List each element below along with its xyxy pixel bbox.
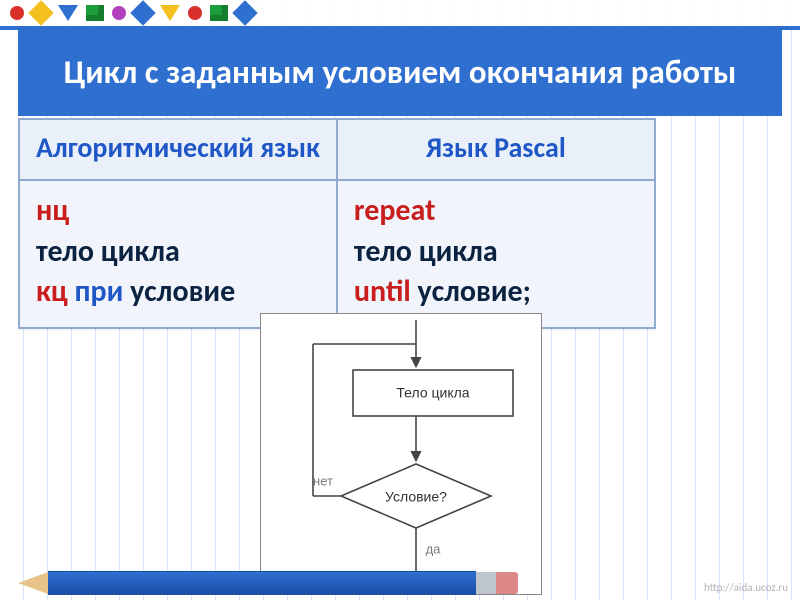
code-line: нц (36, 191, 320, 232)
table-header-left: Алгоритмический язык (19, 119, 337, 180)
table-cell-left: нц тело циклакц при условие (19, 180, 337, 328)
code-token: условие (130, 273, 235, 310)
slide-title: Цикл с заданным условием окончания работ… (18, 30, 782, 116)
decor-shape (210, 5, 228, 21)
code-token: нц (36, 192, 69, 229)
decor-shape (10, 6, 24, 20)
flow-body-label: Тело цикла (396, 385, 469, 401)
slide-title-text: Цикл с заданным условием окончания работ… (64, 52, 737, 93)
pencil-metal (476, 572, 496, 594)
table-cell-right: repeat тело циклаuntil условие; (337, 180, 655, 328)
code-token: условие; (418, 273, 531, 310)
decor-shape (58, 5, 78, 21)
flow-cond-label: Условие? (385, 489, 447, 505)
code-line: тело цикла (36, 232, 320, 273)
decor-shape (86, 5, 104, 21)
code-line: тело цикла (354, 232, 638, 273)
code-token: тело цикла (36, 233, 180, 270)
decor-shape (28, 0, 53, 25)
flowchart-panel: Тело цикла Условие? нет да (260, 313, 542, 595)
code-token: until (354, 273, 418, 310)
comparison-table: Алгоритмический язык Язык Pascal нц тело … (18, 118, 656, 329)
decor-shape (232, 0, 257, 25)
code-token: repeat (354, 192, 436, 229)
decor-shape (130, 0, 155, 25)
watermark-text: http://aida.ucoz.ru (704, 581, 788, 594)
code-token: тело цикла (354, 233, 498, 270)
pencil-body (48, 571, 476, 595)
code-line: until условие; (354, 272, 638, 313)
table-header-right: Язык Pascal (337, 119, 655, 180)
top-decor-strip (0, 0, 800, 26)
decor-shape (160, 5, 180, 21)
code-token: кц (36, 273, 74, 310)
flow-yes-label: да (426, 541, 442, 556)
pencil-decor (18, 572, 518, 594)
code-line: repeat (354, 191, 638, 232)
flowchart-svg: Тело цикла Условие? нет да (261, 314, 541, 594)
slide-page: Цикл с заданным условием окончания работ… (0, 0, 800, 600)
code-line: кц при условие (36, 272, 320, 313)
decor-shape (188, 6, 202, 20)
code-token: при (74, 273, 130, 310)
pencil-tip (18, 572, 48, 594)
pencil-eraser (496, 572, 518, 594)
decor-shape (112, 6, 126, 20)
flow-no-label: нет (313, 473, 333, 488)
